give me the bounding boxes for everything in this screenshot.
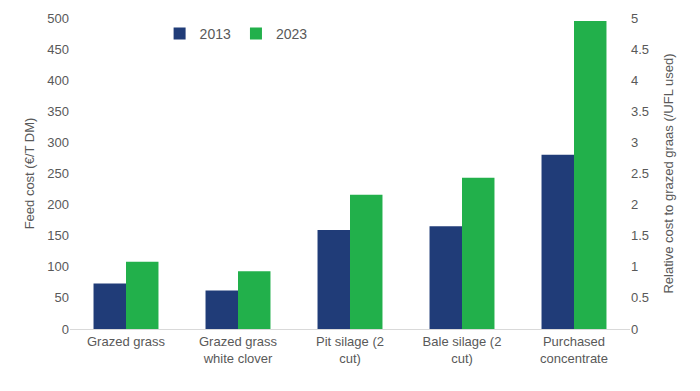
svg-text:2: 2 <box>631 197 638 212</box>
svg-text:0: 0 <box>62 322 69 337</box>
svg-text:100: 100 <box>47 259 69 274</box>
svg-text:200: 200 <box>47 197 69 212</box>
svg-text:250: 250 <box>47 166 69 181</box>
svg-text:350: 350 <box>47 104 69 119</box>
svg-text:2.5: 2.5 <box>631 166 649 181</box>
svg-text:4.5: 4.5 <box>631 42 649 57</box>
svg-text:150: 150 <box>47 228 69 243</box>
svg-text:Purchasedconcentrate: Purchasedconcentrate <box>540 334 608 366</box>
svg-text:1.5: 1.5 <box>631 228 649 243</box>
svg-text:5: 5 <box>631 11 638 26</box>
svg-text:4: 4 <box>631 73 638 88</box>
svg-text:50: 50 <box>55 290 69 305</box>
svg-text:Bale silage (2cut): Bale silage (2cut) <box>423 334 502 366</box>
svg-text:2023: 2023 <box>276 26 307 42</box>
svg-text:Grazed grasswhite clover: Grazed grasswhite clover <box>199 334 278 366</box>
svg-text:2013: 2013 <box>200 26 231 42</box>
svg-text:300: 300 <box>47 135 69 150</box>
svg-text:400: 400 <box>47 73 69 88</box>
svg-text:Grazed grass: Grazed grass <box>87 334 166 349</box>
svg-text:0: 0 <box>631 322 638 337</box>
svg-text:Relative cost to grazed graas: Relative cost to grazed graas (/UFL used… <box>661 53 676 293</box>
svg-text:Pit silage (2cut): Pit silage (2cut) <box>316 334 384 366</box>
svg-text:1: 1 <box>631 259 638 274</box>
svg-text:3.5: 3.5 <box>631 104 649 119</box>
svg-text:500: 500 <box>47 11 69 26</box>
svg-text:3: 3 <box>631 135 638 150</box>
svg-text:0.5: 0.5 <box>631 290 649 305</box>
svg-text:450: 450 <box>47 42 69 57</box>
svg-text:Feed cost (€/T DM): Feed cost (€/T DM) <box>22 118 37 230</box>
